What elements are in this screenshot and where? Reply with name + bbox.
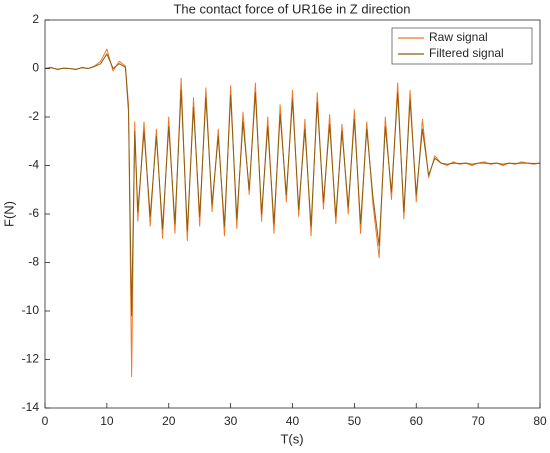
x-tick-label: 70 — [471, 414, 485, 428]
x-tick-label: 60 — [410, 414, 424, 428]
line-series — [44, 53, 541, 317]
x-tick-label: 40 — [286, 414, 300, 428]
plot-frame — [44, 19, 541, 409]
x-tick-label: 50 — [348, 414, 362, 428]
y-tick-label: 2 — [32, 12, 39, 26]
x-tick-label: 30 — [224, 414, 238, 428]
chart-title: The contact force of UR16e in Z directio… — [173, 1, 410, 16]
legend-label: Raw signal — [429, 30, 488, 44]
y-tick-label: -2 — [28, 109, 39, 123]
x-tick-label: 80 — [533, 414, 547, 428]
y-tick-label: -10 — [22, 303, 40, 317]
y-tick-label: -6 — [28, 206, 39, 220]
legend-label: Filtered signal — [429, 46, 504, 60]
x-tick-label: 0 — [42, 414, 49, 428]
legend-box — [391, 27, 533, 65]
x-axis-label: T(s) — [280, 431, 303, 446]
y-tick-label: -14 — [22, 400, 40, 414]
y-tick-label: 0 — [32, 61, 39, 75]
line-series — [44, 48, 541, 377]
y-tick-label: -12 — [22, 352, 40, 366]
x-tick-label: 10 — [100, 414, 114, 428]
y-axis-label: F(N) — [1, 201, 16, 227]
x-tick-label: 20 — [162, 414, 176, 428]
y-tick-label: -4 — [28, 158, 39, 172]
y-tick-label: -8 — [28, 255, 39, 269]
